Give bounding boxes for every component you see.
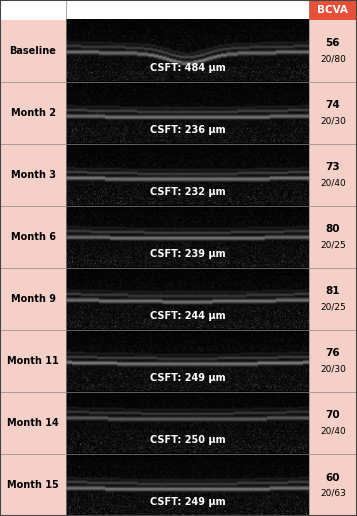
Text: CSFT: 249 μm: CSFT: 249 μm — [150, 497, 225, 507]
Text: Month 9: Month 9 — [10, 294, 56, 304]
Bar — [0, 82, 66, 143]
Bar — [0, 268, 66, 330]
Bar — [0, 330, 66, 392]
Text: Month 2: Month 2 — [10, 108, 56, 118]
Bar — [0, 0, 66, 20]
Text: 81: 81 — [326, 286, 340, 296]
Bar — [0, 82, 66, 143]
Text: 20/30: 20/30 — [320, 116, 346, 125]
Text: Month 14: Month 14 — [7, 418, 59, 428]
Bar — [0, 206, 66, 268]
Bar — [309, 144, 357, 206]
Text: CSFT: 250 μm: CSFT: 250 μm — [150, 436, 225, 445]
Text: CSFT: 239 μm: CSFT: 239 μm — [150, 249, 225, 259]
Text: 20/40: 20/40 — [320, 427, 346, 436]
Text: BCVA: BCVA — [317, 5, 348, 15]
Bar — [1, 269, 65, 328]
Bar — [309, 454, 357, 516]
Bar — [1, 21, 65, 80]
Bar — [309, 392, 357, 454]
Text: Month 6: Month 6 — [10, 232, 56, 242]
Text: Month 11: Month 11 — [7, 356, 59, 366]
Text: 60: 60 — [326, 473, 340, 482]
Text: 80: 80 — [326, 224, 340, 234]
Bar — [1, 207, 65, 266]
Bar — [309, 268, 357, 330]
Bar — [1, 331, 65, 390]
Bar — [0, 392, 66, 454]
Text: 70: 70 — [326, 411, 340, 421]
Bar — [309, 82, 357, 143]
Bar — [1, 394, 65, 453]
Bar — [0, 206, 66, 268]
Text: 20/25: 20/25 — [320, 240, 346, 249]
Bar — [309, 206, 357, 268]
Bar — [1, 456, 65, 514]
Bar — [0, 392, 66, 454]
Bar — [0, 144, 66, 206]
Text: 20/30: 20/30 — [320, 364, 346, 374]
Bar — [0, 144, 66, 206]
Text: CSFT: 236 μm: CSFT: 236 μm — [150, 125, 225, 135]
Bar — [1, 146, 65, 204]
Text: 74: 74 — [326, 100, 340, 110]
Text: Month 3: Month 3 — [10, 170, 56, 180]
Text: CSFT: 244 μm: CSFT: 244 μm — [150, 311, 225, 321]
Text: Month 15: Month 15 — [7, 480, 59, 490]
Bar — [0, 20, 66, 82]
Bar — [0, 454, 66, 516]
Text: 76: 76 — [326, 348, 340, 359]
Text: 20/25: 20/25 — [320, 302, 346, 311]
Text: 56: 56 — [326, 38, 340, 48]
Text: CSFT: 249 μm: CSFT: 249 μm — [150, 373, 225, 383]
Text: Baseline: Baseline — [10, 45, 56, 56]
Text: 20/40: 20/40 — [320, 179, 346, 187]
Bar — [0, 268, 66, 330]
Bar — [0, 20, 66, 82]
Bar — [0, 330, 66, 392]
Bar — [1, 83, 65, 142]
Bar — [309, 20, 357, 82]
Text: 20/80: 20/80 — [320, 54, 346, 63]
Bar — [0, 454, 66, 516]
Text: CSFT: 484 μm: CSFT: 484 μm — [150, 63, 225, 73]
Text: 20/63: 20/63 — [320, 489, 346, 497]
Bar — [309, 0, 357, 20]
Bar — [309, 330, 357, 392]
Text: 73: 73 — [326, 163, 340, 172]
Text: CSFT: 232 μm: CSFT: 232 μm — [150, 187, 225, 197]
